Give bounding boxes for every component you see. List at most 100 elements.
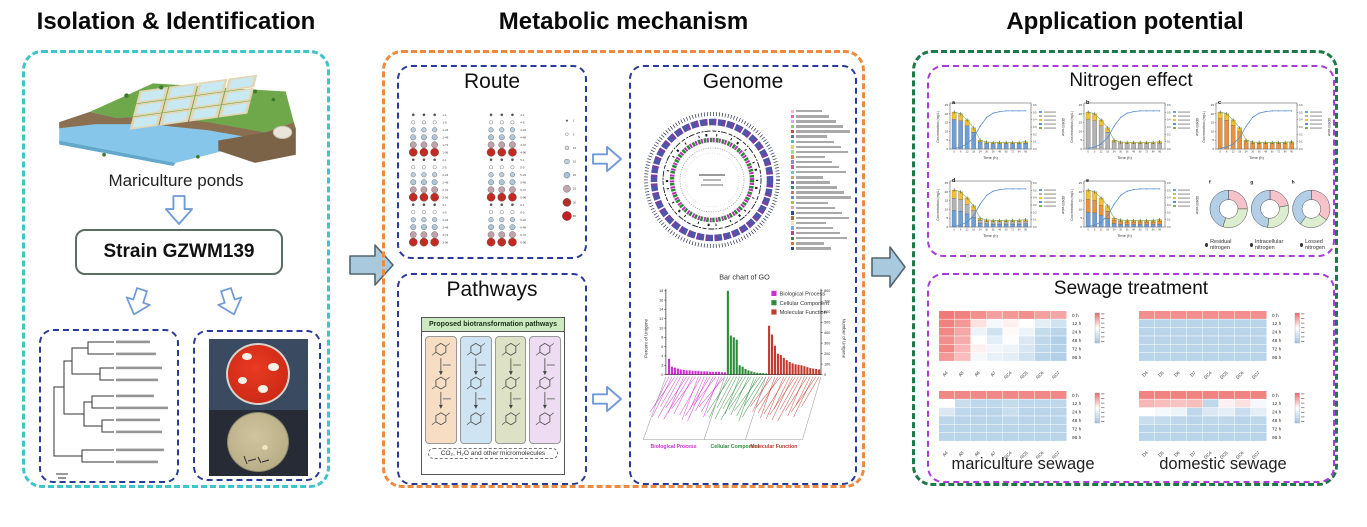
svg-text:0 h: 0 h	[1072, 313, 1079, 319]
red-agar-plate-photo	[209, 339, 308, 410]
svg-text:D5: D5	[1157, 450, 1165, 458]
svg-text:0.0: 0.0	[1033, 225, 1037, 229]
svg-text:84: 84	[1018, 228, 1021, 231]
svg-text:4-5: 4-5	[520, 120, 525, 124]
svg-text:60: 60	[1139, 150, 1142, 153]
svg-text:DC4: DC4	[1203, 370, 1213, 380]
svg-text:DC5: DC5	[1219, 450, 1229, 460]
svg-text:24: 24	[1113, 228, 1116, 231]
svg-text:6: 6	[661, 345, 663, 349]
genome-legend-entry	[791, 109, 853, 114]
svg-text:60: 60	[1005, 150, 1008, 153]
svg-text:84: 84	[1284, 150, 1287, 153]
svg-text:a: a	[952, 100, 956, 106]
svg-text:0.5: 0.5	[1167, 188, 1171, 192]
svg-text:NC7: NC7	[1051, 370, 1061, 380]
genome-legend-entry	[791, 134, 853, 139]
svg-text:0.6: 0.6	[1033, 103, 1037, 107]
svg-text:e: e	[1086, 178, 1089, 184]
svg-text:15: 15	[1211, 121, 1215, 125]
genome-legend-entry	[791, 114, 853, 119]
svg-text:Concentrations (mg/L): Concentrations (mg/L)	[936, 111, 940, 143]
svg-text:15: 15	[573, 159, 577, 163]
pathways-to-go-arrow-icon	[592, 385, 622, 413]
plate-handwriting	[243, 455, 270, 465]
donut-legend: Residual nitrogen Intracellular nitrogen…	[1205, 239, 1335, 251]
heatmap-domestic-2: 0 h 12 h 24 h 48 h 72 h 96 h D4 D5 D6 D7 DC4 DC5 DC6…	[1139, 391, 1305, 460]
genome-box: Genome Bar chart of GO 0 2 4 6 8 10 12 14 16 18 0 10…	[629, 65, 857, 485]
pathways-title: Pathways	[446, 278, 538, 301]
svg-text:72: 72	[1011, 228, 1014, 231]
svg-text:DC6: DC6	[1235, 450, 1245, 460]
donut-legend-residual: Residual nitrogen	[1210, 239, 1232, 251]
pathway-figure-footer: CO₂, H₂O and other micromolecules	[428, 448, 558, 459]
genome-legend-entry	[791, 124, 853, 129]
svg-text:NC4: NC4	[1003, 450, 1013, 460]
svg-text:12: 12	[1232, 150, 1235, 153]
svg-text:96: 96	[1158, 228, 1161, 231]
svg-text:0: 0	[1212, 147, 1214, 151]
svg-text:18: 18	[972, 150, 975, 153]
svg-text:48: 48	[998, 150, 1001, 153]
svg-text:0: 0	[1087, 228, 1089, 231]
genome-legend-entry	[791, 236, 853, 241]
svg-text:20: 20	[945, 190, 949, 194]
svg-text:20: 20	[1211, 112, 1215, 116]
heatmap-mariculture-1: 0 h 12 h 24 h 48 h 72 h 96 h A4 A5 A6 A7 NC4 NC5 NC6…	[939, 311, 1105, 380]
svg-text:1: 1	[573, 119, 575, 123]
svg-text:0: 0	[1219, 150, 1221, 153]
svg-text:D7: D7	[1189, 450, 1197, 458]
genome-legend-entry	[791, 129, 853, 134]
svg-text:4-1: 4-1	[520, 113, 525, 117]
svg-text:20: 20	[945, 112, 949, 116]
svg-text:24 h: 24 h	[1072, 410, 1082, 416]
svg-text:NC6: NC6	[1035, 370, 1045, 380]
metabolic-panel: Route 1-1 1-5 1-24 1-48 1-72 1-96 2-1 2-5 2-24 2-…	[382, 50, 865, 488]
svg-text:36: 36	[992, 150, 995, 153]
svg-text:60: 60	[1139, 228, 1142, 231]
svg-text:4-24: 4-24	[520, 128, 526, 132]
svg-text:2-1: 2-1	[442, 158, 447, 162]
svg-text:2-48: 2-48	[442, 180, 448, 184]
svg-text:6: 6	[960, 228, 962, 231]
svg-text:0.0: 0.0	[1167, 147, 1171, 151]
svg-text:6-1: 6-1	[520, 203, 525, 207]
pathway-column-1	[425, 336, 457, 444]
nitrogen-donut-charts: f g h	[1209, 179, 1331, 228]
svg-text:1-72: 1-72	[442, 143, 448, 147]
genome-legend-entry	[791, 216, 853, 221]
svg-text:0.5: 0.5	[1167, 110, 1171, 114]
genome-legend-entry	[791, 231, 853, 236]
svg-text:800: 800	[824, 289, 830, 293]
genome-legend-entry	[791, 119, 853, 124]
svg-text:Molecular Function: Molecular Function	[750, 444, 797, 450]
pathway-columns	[422, 332, 564, 446]
svg-text:12: 12	[966, 150, 969, 153]
svg-text:0.6: 0.6	[1167, 103, 1171, 107]
svg-text:20: 20	[1079, 112, 1083, 116]
pathways-box: Pathways Proposed biotransformation path…	[397, 273, 587, 485]
svg-text:0 h: 0 h	[1272, 313, 1279, 319]
svg-text:0.0: 0.0	[1167, 225, 1171, 229]
svg-text:30: 30	[1119, 150, 1122, 153]
svg-text:300: 300	[824, 341, 830, 345]
svg-text:0.6: 0.6	[1033, 181, 1037, 185]
svg-text:12 h: 12 h	[1072, 321, 1082, 327]
svg-text:0.3: 0.3	[1033, 125, 1037, 129]
svg-text:36: 36	[1126, 228, 1129, 231]
sewage-treatment-box: Sewage treatment 0 h 12 h 24 h 48 h 72 h 96 h…	[927, 273, 1335, 483]
svg-text:NC6: NC6	[1035, 450, 1045, 460]
svg-text:D6: D6	[1173, 450, 1181, 458]
svg-text:18: 18	[1106, 150, 1109, 153]
svg-text:12: 12	[966, 228, 969, 231]
svg-text:Cellular Component: Cellular Component	[711, 444, 760, 450]
svg-text:48 h: 48 h	[1272, 418, 1282, 424]
svg-text:10: 10	[945, 207, 949, 211]
mariculture-sewage-caption: mariculture sewage	[951, 455, 1095, 473]
nitrogen-effect-box: Nitrogen effect 0 5 10 15 20 25 0.0 0.1 0.2 0.3 0.…	[927, 65, 1335, 257]
svg-text:24: 24	[1245, 150, 1248, 153]
svg-text:15: 15	[945, 199, 949, 203]
svg-text:Molecular Function: Molecular Function	[780, 310, 827, 316]
